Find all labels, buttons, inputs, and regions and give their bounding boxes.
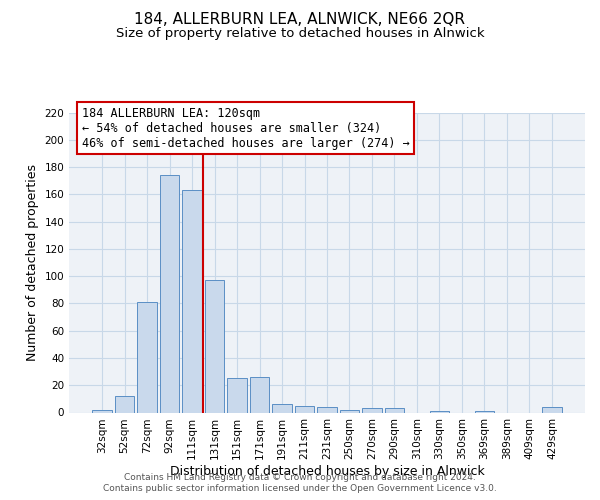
Bar: [227, 378, 247, 412]
Bar: [430, 411, 449, 412]
Bar: [362, 408, 382, 412]
Bar: [385, 408, 404, 412]
Text: Contains public sector information licensed under the Open Government Licence v3: Contains public sector information licen…: [103, 484, 497, 493]
Bar: [317, 407, 337, 412]
Bar: [250, 377, 269, 412]
Bar: [137, 302, 157, 412]
Bar: [205, 280, 224, 412]
Bar: [340, 410, 359, 412]
Bar: [92, 410, 112, 412]
Bar: [475, 411, 494, 412]
X-axis label: Distribution of detached houses by size in Alnwick: Distribution of detached houses by size …: [170, 465, 484, 478]
Bar: [115, 396, 134, 412]
Text: Size of property relative to detached houses in Alnwick: Size of property relative to detached ho…: [116, 28, 484, 40]
Text: 184, ALLERBURN LEA, ALNWICK, NE66 2QR: 184, ALLERBURN LEA, ALNWICK, NE66 2QR: [134, 12, 466, 28]
Bar: [542, 407, 562, 412]
Bar: [272, 404, 292, 412]
Text: 184 ALLERBURN LEA: 120sqm
← 54% of detached houses are smaller (324)
46% of semi: 184 ALLERBURN LEA: 120sqm ← 54% of detac…: [82, 106, 410, 150]
Bar: [182, 190, 202, 412]
Text: Contains HM Land Registry data © Crown copyright and database right 2024.: Contains HM Land Registry data © Crown c…: [124, 472, 476, 482]
Y-axis label: Number of detached properties: Number of detached properties: [26, 164, 39, 361]
Bar: [295, 406, 314, 412]
Bar: [160, 175, 179, 412]
